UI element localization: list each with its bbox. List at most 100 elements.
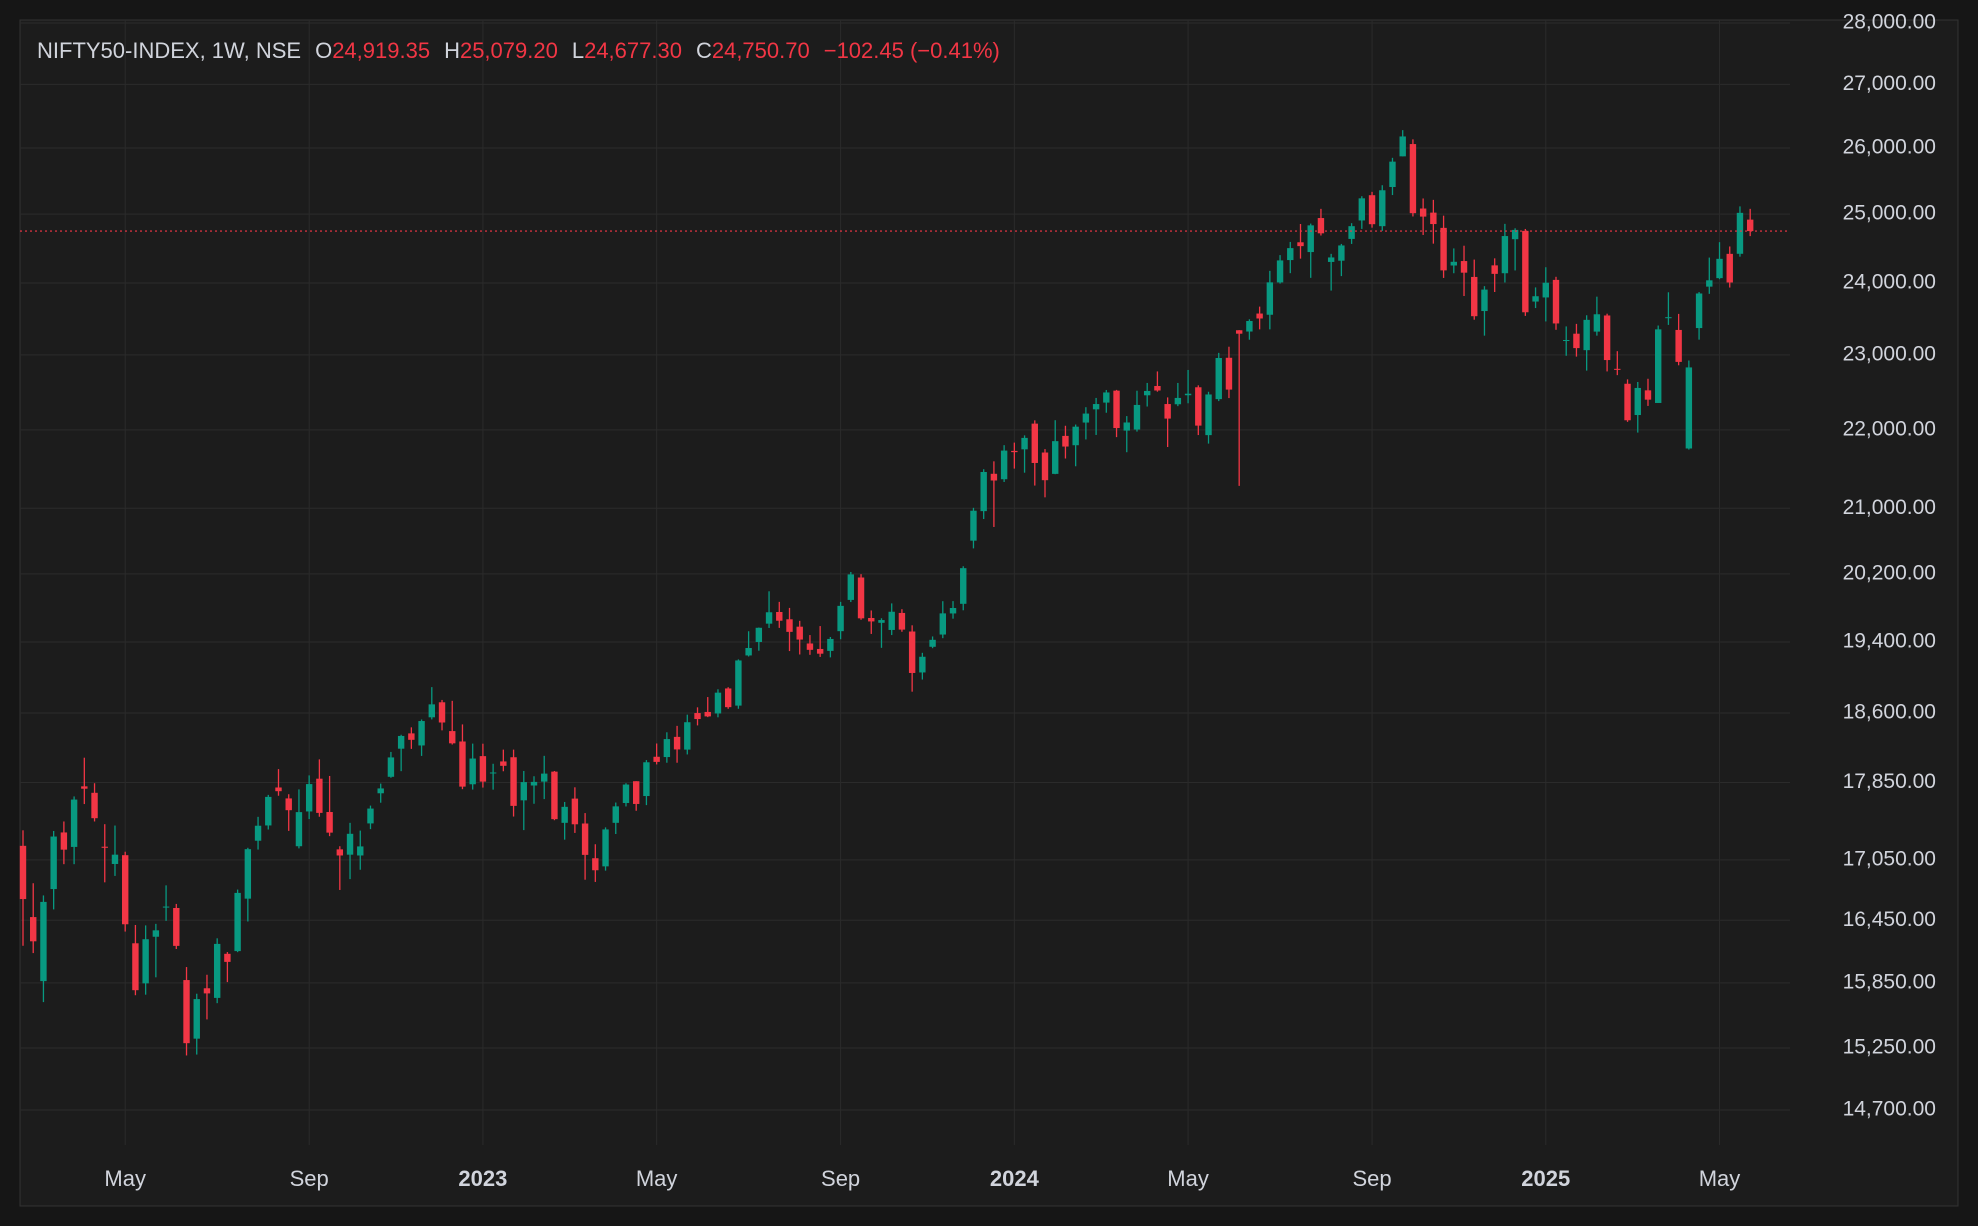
candle-body xyxy=(1409,144,1417,214)
candle-body xyxy=(101,846,108,848)
candle-body xyxy=(173,907,180,946)
candle-body xyxy=(1399,136,1406,157)
candle-body xyxy=(1256,313,1263,319)
candle-body xyxy=(602,829,609,867)
ohlc-key: O xyxy=(315,38,332,63)
candle-body xyxy=(19,845,27,900)
y-tick-label: 14,700.00 xyxy=(1843,1098,1936,1121)
symbol: NIFTY50-INDEX, 1W, NSE xyxy=(37,38,301,63)
y-tick-label: 28,000.00 xyxy=(1843,11,1936,34)
change: −102.45 (−0.41%) xyxy=(824,38,1000,63)
candle-body xyxy=(1123,422,1130,431)
candle-body xyxy=(1103,392,1110,403)
candle-body xyxy=(40,901,47,982)
candle-body xyxy=(1706,280,1713,287)
candle-body xyxy=(847,574,855,600)
candle-body xyxy=(622,784,630,804)
candle-body xyxy=(428,704,435,718)
ohlc-key: C xyxy=(696,38,712,63)
y-tick-label: 25,000.00 xyxy=(1843,202,1936,225)
candle-body xyxy=(929,639,936,647)
candle-body xyxy=(1041,452,1049,481)
x-tick-label: May xyxy=(636,1166,678,1191)
candle-body xyxy=(70,799,78,847)
candle-body xyxy=(438,702,446,723)
candle-body xyxy=(1195,387,1202,426)
y-tick-label: 17,050.00 xyxy=(1843,847,1936,870)
candle-body xyxy=(50,836,57,890)
candle-body xyxy=(1430,212,1437,225)
candle-body xyxy=(60,832,68,850)
candle-body xyxy=(346,833,354,855)
x-tick-label: May xyxy=(1167,1166,1209,1191)
candle-body xyxy=(1522,230,1529,313)
candle-body xyxy=(275,787,282,792)
candle-body xyxy=(1225,357,1233,390)
candle-body xyxy=(357,846,364,856)
candle-body xyxy=(1368,195,1376,225)
candle-body xyxy=(1726,253,1733,283)
candle-body xyxy=(541,773,548,782)
candle-body xyxy=(939,613,946,635)
candle-body xyxy=(1644,390,1652,400)
candle-body xyxy=(418,721,425,746)
candle-body xyxy=(1491,265,1498,274)
candles xyxy=(19,130,1790,1056)
candle-body xyxy=(949,607,957,614)
candle-body xyxy=(1695,293,1703,329)
candle-body xyxy=(1716,258,1723,279)
candle-body xyxy=(878,620,885,623)
y-tick-label: 23,000.00 xyxy=(1843,342,1936,365)
candle-body xyxy=(30,917,37,942)
candle-body xyxy=(1297,242,1304,247)
candle-body xyxy=(1573,333,1580,349)
candle-body xyxy=(1011,450,1018,453)
candle-body xyxy=(1052,441,1059,474)
candle-body xyxy=(81,786,88,789)
x-tick-label: Sep xyxy=(1352,1166,1391,1191)
candle-body xyxy=(1307,225,1314,253)
candle-body xyxy=(673,736,681,750)
candle-body xyxy=(1501,236,1509,274)
candle-body xyxy=(1593,314,1601,332)
candle-body xyxy=(1000,450,1008,480)
candle-body xyxy=(316,778,323,813)
candle-body xyxy=(827,638,834,651)
y-tick-label: 20,200.00 xyxy=(1843,561,1936,584)
candle-body xyxy=(980,471,987,512)
candle-body xyxy=(581,823,589,855)
candle-body xyxy=(1184,393,1192,396)
x-tick-label: Sep xyxy=(290,1166,329,1191)
candle-body xyxy=(500,761,507,766)
candle-body xyxy=(203,988,211,994)
candle-body xyxy=(1746,219,1754,232)
candle-body xyxy=(336,849,344,856)
candle-body xyxy=(285,798,292,811)
candle-body xyxy=(1276,260,1284,283)
candle-body xyxy=(1542,282,1549,298)
candle-body xyxy=(714,692,722,714)
candle-body xyxy=(684,722,691,750)
candle-body xyxy=(1246,321,1253,332)
x-tick-label: 2023 xyxy=(458,1166,507,1191)
candle-body xyxy=(592,858,599,871)
candle-body xyxy=(1471,276,1478,317)
candle-body xyxy=(1460,261,1468,273)
candle-body xyxy=(786,619,793,632)
candle-body xyxy=(919,656,926,673)
candle-body xyxy=(122,855,129,925)
candle-body xyxy=(408,733,415,740)
candle-body xyxy=(295,812,303,847)
candle-body xyxy=(612,806,619,823)
candle-body xyxy=(1062,435,1069,447)
candle-body xyxy=(633,781,640,804)
candle-body xyxy=(1552,279,1560,324)
candle-body xyxy=(1603,315,1611,361)
candle-body xyxy=(663,739,671,758)
ohlc-key: L xyxy=(572,38,584,63)
candle-body xyxy=(735,660,742,706)
candle-body xyxy=(1164,404,1171,419)
candle-body xyxy=(1389,161,1396,188)
